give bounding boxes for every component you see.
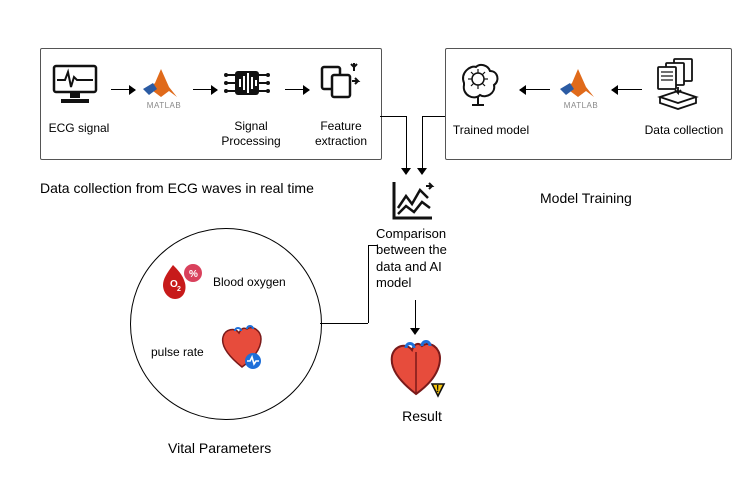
signal-processing-label: Signal Processing — [217, 119, 285, 149]
data-collection-label: Data collection — [640, 123, 728, 138]
arrow-matlab-to-trained — [520, 89, 550, 90]
result-label: Result — [392, 408, 452, 426]
result-heart-icon: ! — [386, 338, 456, 400]
right-section-label: Model Training — [540, 190, 632, 206]
comparison-label: Comparison between the data and AI model — [376, 226, 468, 291]
matlab-icon-right: MATLAB — [556, 61, 606, 111]
matlab-label-right: MATLAB — [556, 101, 606, 111]
conn-right-h — [422, 116, 445, 117]
right-panel: MATLAB Trained model Data collection — [445, 48, 732, 160]
conn-comp-result-v — [415, 300, 416, 330]
conn-left-arrow — [401, 168, 411, 175]
arrow-ecg-to-matlab — [111, 89, 135, 90]
vitals-circle: O 2 % Blood oxygen pulse rate — [130, 228, 322, 420]
comparison-chart-icon — [388, 178, 440, 222]
svg-text:%: % — [189, 269, 198, 280]
trained-model-label: Trained model — [448, 123, 534, 138]
svg-text:2: 2 — [177, 286, 181, 293]
feature-extraction-icon — [316, 61, 366, 107]
conn-vitals-h2 — [368, 245, 378, 246]
blood-oxygen-icon: O 2 % — [159, 259, 209, 301]
feature-extraction-label: Feature extraction — [307, 119, 375, 149]
ecg-signal-label: ECG signal — [47, 121, 111, 136]
ecg-monitor-icon — [51, 63, 107, 107]
conn-left-h — [380, 116, 406, 117]
matlab-icon: MATLAB — [139, 61, 189, 111]
pulse-heart-icon — [217, 323, 271, 371]
matlab-label-left: MATLAB — [139, 101, 189, 111]
conn-vitals-v — [368, 245, 369, 323]
signal-processing-icon — [221, 61, 277, 105]
blood-oxygen-label: Blood oxygen — [213, 275, 303, 290]
arrow-data-to-matlab — [612, 89, 642, 90]
pulse-rate-label: pulse rate — [151, 345, 221, 360]
conn-left-v — [406, 116, 407, 170]
conn-right-arrow — [417, 168, 427, 175]
left-section-label: Data collection from ECG waves in real t… — [40, 180, 314, 196]
left-panel: MATLAB E — [40, 48, 382, 160]
arrow-signal-to-feature — [285, 89, 309, 90]
brain-icon — [454, 59, 512, 107]
vitals-section-label: Vital Parameters — [168, 440, 271, 456]
conn-vitals-h1 — [320, 323, 368, 324]
conn-right-v — [422, 116, 423, 170]
data-collection-icon — [650, 57, 710, 111]
conn-comp-result-arrow — [410, 328, 420, 335]
arrow-matlab-to-signal — [193, 89, 217, 90]
svg-text:!: ! — [436, 384, 439, 395]
